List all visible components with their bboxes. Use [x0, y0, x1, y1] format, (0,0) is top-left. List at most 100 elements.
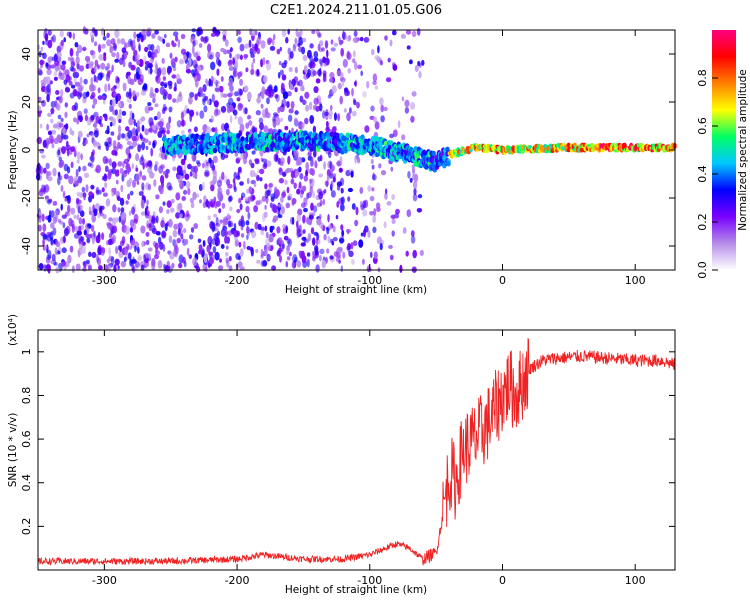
- noise-blob: [54, 64, 59, 72]
- noise-blob: [151, 227, 157, 235]
- noise-blob: [38, 110, 41, 118]
- noise-blob: [76, 202, 81, 209]
- noise-blob: [141, 175, 147, 181]
- noise-blob: [260, 248, 264, 258]
- noise-blob: [277, 247, 282, 255]
- noise-blob: [129, 245, 133, 250]
- noise-blob: [315, 264, 320, 273]
- noise-blob: [266, 61, 271, 71]
- noise-blob: [285, 260, 289, 268]
- noise-blob: [53, 53, 58, 63]
- noise-blob: [139, 134, 144, 140]
- noise-blob: [285, 36, 289, 44]
- noise-blob: [151, 217, 155, 225]
- noise-blob: [87, 162, 92, 167]
- noise-blob: [86, 133, 90, 138]
- noise-blob: [129, 190, 134, 196]
- noise-blob: [243, 156, 247, 165]
- noise-blob: [342, 58, 348, 68]
- noise-blob: [234, 91, 239, 97]
- noise-blob: [72, 32, 76, 40]
- noise-blob: [340, 187, 344, 194]
- noise-blob: [188, 58, 192, 67]
- noise-blob: [39, 123, 43, 129]
- noise-blob: [184, 173, 190, 180]
- noise-blob: [138, 70, 142, 75]
- noise-blob: [116, 38, 121, 45]
- noise-blob: [248, 120, 253, 126]
- noise-blob: [294, 87, 298, 93]
- chart-title: C2E1.2024.211.01.05.G06: [270, 3, 442, 18]
- noise-blob: [234, 115, 238, 120]
- noise-blob: [244, 107, 248, 115]
- noise-blob: [323, 233, 327, 241]
- noise-blob: [93, 208, 97, 217]
- noise-blob: [338, 246, 344, 254]
- noise-blob: [271, 128, 278, 133]
- noise-blob: [129, 219, 135, 228]
- noise-blob: [355, 37, 359, 44]
- noise-blob: [111, 98, 117, 107]
- noise-blob: [88, 63, 94, 69]
- noise-blob: [58, 95, 63, 104]
- noise-blob: [291, 127, 294, 134]
- noise-blob: [53, 76, 58, 81]
- noise-blob: [370, 251, 373, 258]
- noise-blob: [247, 211, 251, 221]
- noise-blob: [79, 210, 85, 218]
- noise-blob: [187, 187, 191, 196]
- noise-blob: [133, 31, 137, 40]
- noise-blob: [245, 122, 250, 129]
- noise-blob: [151, 258, 156, 267]
- noise-blob: [418, 71, 422, 79]
- signal-blob: [286, 146, 291, 152]
- noise-blob: [97, 43, 102, 53]
- noise-blob: [64, 87, 71, 93]
- noise-blob: [229, 206, 233, 212]
- noise-blob: [50, 64, 56, 69]
- noise-blob: [89, 83, 95, 92]
- noise-blob: [374, 121, 380, 130]
- noise-blob: [50, 118, 54, 124]
- noise-blob: [336, 201, 340, 208]
- noise-blob: [254, 30, 258, 36]
- noise-blob: [260, 103, 264, 109]
- noise-blob: [274, 94, 279, 99]
- noise-blob: [104, 165, 109, 173]
- noise-blob: [71, 265, 75, 274]
- noise-blob: [120, 260, 127, 268]
- signal-blob: [362, 148, 367, 154]
- noise-blob: [323, 189, 327, 194]
- noise-blob: [130, 239, 136, 249]
- noise-blob: [329, 78, 334, 83]
- noise-blob: [296, 214, 301, 222]
- spectrogram-x-label: Height of straight line (km): [285, 284, 427, 296]
- noise-blob: [277, 207, 281, 217]
- noise-blob: [144, 64, 149, 71]
- noise-blob: [161, 232, 166, 238]
- noise-blob: [344, 87, 349, 93]
- noise-blob: [198, 244, 203, 252]
- noise-blob: [152, 53, 158, 58]
- noise-blob: [71, 84, 76, 89]
- noise-blob: [135, 173, 140, 182]
- noise-blob: [236, 53, 241, 60]
- noise-blob: [211, 127, 216, 133]
- noise-blob: [178, 91, 182, 98]
- noise-blob: [180, 158, 186, 166]
- noise-blob: [165, 122, 171, 131]
- noise-blob: [162, 38, 166, 44]
- noise-blob: [67, 56, 72, 61]
- noise-blob: [222, 93, 228, 98]
- noise-blob: [395, 208, 400, 215]
- snr-x-axis: -300 -200 -100 0 100: [92, 330, 646, 587]
- spectrogram-x-axis: -300 -200 -100 0 100: [92, 30, 646, 287]
- noise-blob: [309, 115, 315, 124]
- noise-blob: [191, 45, 195, 55]
- noise-blob: [160, 220, 165, 228]
- noise-blob: [312, 255, 316, 262]
- noise-blob: [237, 261, 243, 269]
- noise-blob: [189, 197, 195, 203]
- noise-blob: [166, 200, 172, 208]
- noise-blob: [143, 254, 146, 263]
